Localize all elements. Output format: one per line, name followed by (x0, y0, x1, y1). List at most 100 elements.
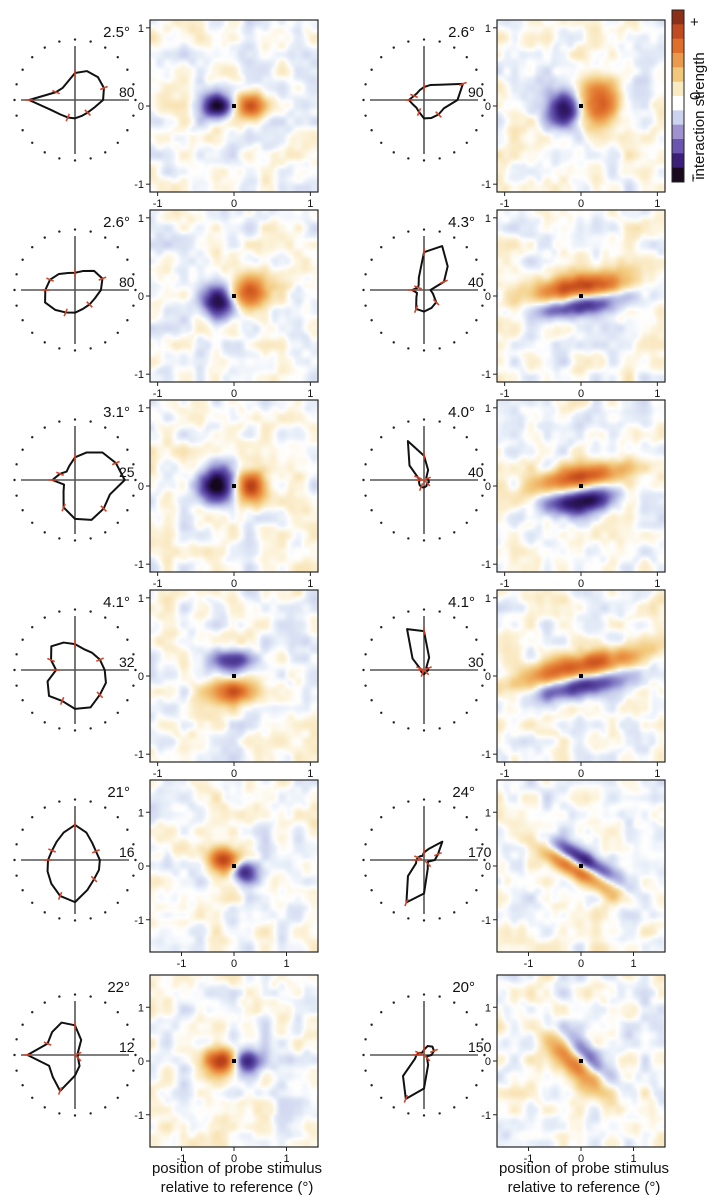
polar-dot (132, 304, 135, 307)
polar-dot (31, 246, 34, 249)
polar-dot (453, 1106, 456, 1109)
polar-dot (31, 141, 34, 144)
error-bar (46, 277, 55, 282)
y-tick-label: -1 (134, 179, 144, 191)
polar-dot (380, 711, 383, 714)
polar-dot (15, 1038, 18, 1041)
colorbar-segment (672, 38, 684, 54)
peak-rate-label: 30 (468, 654, 484, 670)
peak-rate-label: 90 (468, 84, 484, 100)
x-tick-label: 1 (307, 388, 313, 400)
polar-dot (438, 157, 441, 160)
polar-dot (31, 331, 34, 334)
panel: 25 3.1° -1 -1 0 0 1 1 (13, 399, 319, 590)
polar-dot (392, 721, 395, 724)
polar-dot (465, 816, 468, 819)
polar-dot (89, 727, 92, 730)
y-tick-label: 1 (138, 23, 144, 35)
y-tick-label: 0 (485, 861, 491, 873)
y-tick-label: -1 (481, 179, 491, 191)
polar-dot (475, 828, 478, 831)
panel: 80 2.6° -1 -1 0 0 1 1 (13, 209, 319, 400)
polar-dot (370, 889, 373, 892)
polar-dot (126, 638, 129, 641)
eccentricity-label: 4.3° (448, 214, 475, 231)
polar-dot (73, 1114, 77, 1117)
polar-dot (370, 699, 373, 702)
x-tick-label: 1 (307, 198, 313, 210)
polar-dot (43, 721, 46, 724)
polar-dot (134, 98, 137, 102)
polar-dot (132, 273, 135, 276)
polar-dot (73, 798, 77, 801)
x-tick-label: 0 (231, 578, 237, 590)
polar-dot (422, 798, 426, 801)
error-bar (413, 304, 419, 313)
polar-dot (465, 246, 468, 249)
polar-dot (13, 98, 16, 102)
reference-marker (579, 1059, 583, 1063)
interaction-map: -1 -1 0 0 1 1 (134, 589, 319, 780)
polar-dot (132, 114, 135, 117)
tuning-curve (51, 451, 126, 521)
x-tick-label: -1 (500, 768, 510, 780)
tuning-curve (401, 1045, 435, 1100)
y-tick-label: 1 (138, 213, 144, 225)
y-tick-label: 0 (485, 1056, 491, 1068)
error-bar (410, 93, 419, 99)
y-tick-label: 1 (485, 807, 491, 819)
polar-dot (481, 273, 484, 276)
y-tick-label: -1 (134, 1110, 144, 1122)
polar-dot (58, 347, 61, 350)
x-tick-label: 0 (231, 768, 237, 780)
polar-dot (407, 1112, 410, 1115)
polar-dot (370, 448, 373, 451)
polar-dot (438, 610, 441, 613)
polar-dot (104, 721, 107, 724)
error-bar (65, 113, 71, 122)
polar-dot (132, 463, 135, 466)
polar-dot (438, 800, 441, 803)
polar-dot (392, 911, 395, 914)
tuning-curve (46, 641, 107, 710)
polar-dot (116, 626, 119, 629)
colorbar-segment (672, 67, 684, 83)
polar-dot (392, 1106, 395, 1109)
tuning-curve (405, 840, 444, 904)
polar-dot (438, 1112, 441, 1115)
x-tick-label: -1 (177, 958, 187, 970)
polar-dot (475, 319, 478, 322)
polar-dot (380, 1096, 383, 1099)
x-axis-label-left: position of probe stimulus relative to r… (152, 1160, 322, 1196)
polar-dot (481, 843, 484, 846)
polar-dot (132, 1038, 135, 1041)
error-bar (98, 276, 107, 281)
polar-dot (392, 151, 395, 154)
error-bar (43, 1041, 52, 1046)
polar-dot (422, 539, 426, 542)
polar-dot (392, 236, 395, 239)
polar-dot (126, 319, 129, 322)
polar-dot (453, 806, 456, 809)
panel: 40 4.0° -1 -1 0 0 1 1 (362, 399, 666, 590)
polar-dot (380, 1011, 383, 1014)
polar-dot (453, 1001, 456, 1004)
colorbar-segment (672, 81, 684, 97)
polar-dot (465, 436, 468, 439)
panel: 150 20° -1 -1 0 0 1 1 (362, 974, 666, 1165)
polar-dot (132, 653, 135, 656)
polar-dot (58, 800, 61, 803)
interaction-map: -1 -1 0 0 1 1 (481, 974, 666, 1165)
polar-dot (475, 889, 478, 892)
reference-marker (579, 104, 583, 108)
polar-dot (104, 911, 107, 914)
error-bar (52, 89, 61, 95)
colorbar-segment (672, 10, 684, 25)
polar-dot (362, 858, 365, 862)
polar-dot (481, 874, 484, 877)
polar-dot (370, 509, 373, 512)
polar-dot (15, 463, 18, 466)
polar-dot (104, 531, 107, 534)
polar-dot (116, 1011, 119, 1014)
